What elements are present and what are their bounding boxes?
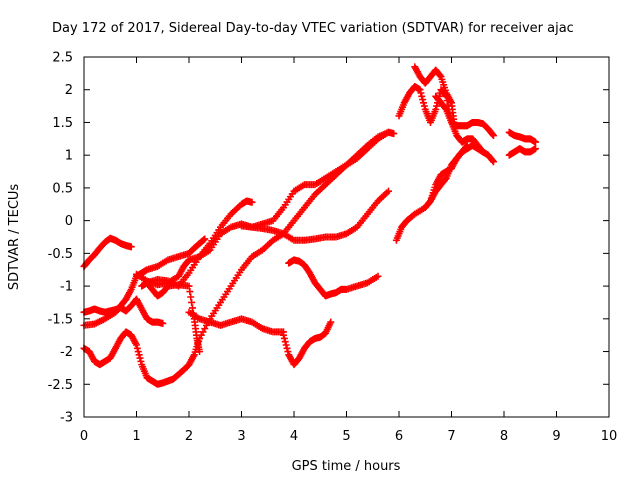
chart-title: Day 172 of 2017, Sidereal Day-to-day VTE… [52, 21, 574, 36]
data-point [282, 341, 290, 349]
data-series [427, 141, 471, 205]
data-point [281, 338, 289, 346]
data-point [433, 102, 441, 110]
y-tick-label: -1 [60, 280, 73, 295]
x-tick-label: 9 [552, 429, 560, 444]
data-point [489, 157, 497, 165]
data-point [390, 130, 398, 138]
data-point [417, 89, 425, 97]
data-point [463, 141, 471, 149]
data-point [420, 99, 427, 107]
y-tick-label: -0.5 [48, 247, 73, 262]
data-point [196, 348, 203, 356]
data-point [187, 293, 195, 301]
data-points [80, 63, 539, 388]
data-point [248, 198, 256, 206]
y-tick-label: -1.5 [48, 312, 73, 327]
data-point [201, 235, 209, 243]
data-point [284, 348, 292, 356]
data-point [133, 344, 141, 352]
x-tick-label: 10 [601, 429, 618, 444]
data-point [490, 132, 497, 140]
data-point [186, 288, 194, 296]
y-tick-label: -2 [60, 345, 73, 360]
y-tick-label: 2.5 [52, 51, 73, 66]
data-point [416, 86, 424, 94]
data-series [133, 187, 392, 289]
data-point [532, 145, 539, 153]
data-point [432, 105, 440, 113]
data-series [343, 128, 392, 169]
data-series [185, 308, 287, 336]
y-tick-label: 1.5 [52, 116, 73, 131]
data-point [135, 351, 143, 359]
x-axis-label: GPS time / hours [292, 459, 401, 474]
data-point [532, 138, 539, 146]
data-point [385, 128, 392, 136]
data-point [283, 344, 291, 352]
x-tick-label: 7 [447, 429, 455, 444]
data-series [238, 161, 350, 231]
y-tick-label: -2.5 [48, 378, 73, 393]
x-tick-label: 4 [290, 429, 298, 444]
data-point [418, 92, 426, 100]
data-point [159, 319, 167, 327]
data-point [133, 341, 140, 349]
data-point [420, 102, 428, 110]
data-series [280, 318, 335, 369]
y-tick-label: 0 [65, 214, 73, 229]
data-series [505, 128, 539, 146]
y-tick-label: 1 [65, 149, 73, 164]
data-point [419, 96, 427, 104]
data-series [80, 328, 172, 388]
data-series [80, 234, 135, 270]
data-point [189, 304, 196, 312]
axis-ticks: 0 1 2 3 4 5 6 7 8 9 10 -3 -2.5 -2 -1.5 -1 -0.5 0 0.5 1 1.5 2 2… [48, 51, 618, 445]
data-point [385, 187, 392, 195]
y-tick-label: 0.5 [52, 181, 73, 196]
y-axis-label: SDTVAR / TECUs [7, 184, 22, 291]
data-point [188, 298, 196, 306]
x-tick-label: 8 [500, 429, 508, 444]
x-tick-label: 0 [80, 429, 88, 444]
data-point [436, 72, 444, 80]
data-point [127, 243, 135, 251]
x-tick-label: 1 [132, 429, 140, 444]
data-series [196, 128, 398, 342]
data-series [411, 63, 458, 126]
x-tick-label: 5 [342, 429, 350, 444]
data-point [490, 158, 497, 166]
data-point [462, 142, 470, 150]
data-point [134, 348, 142, 356]
data-point [327, 318, 335, 326]
data-series [432, 92, 497, 140]
data-series [285, 256, 382, 300]
data-point [489, 130, 497, 138]
data-series [392, 141, 497, 244]
data-point [280, 331, 287, 339]
y-tick-label: -3 [60, 411, 73, 426]
x-tick-label: 3 [237, 429, 245, 444]
x-tick-label: 6 [395, 429, 403, 444]
data-point [280, 334, 288, 342]
data-point [185, 282, 193, 290]
data-point [137, 357, 145, 365]
y-tick-label: 2 [65, 83, 73, 98]
data-point [136, 354, 144, 362]
data-series [505, 145, 539, 159]
x-tick-label: 2 [185, 429, 193, 444]
plot-frame [83, 56, 610, 418]
data-point [374, 272, 382, 280]
